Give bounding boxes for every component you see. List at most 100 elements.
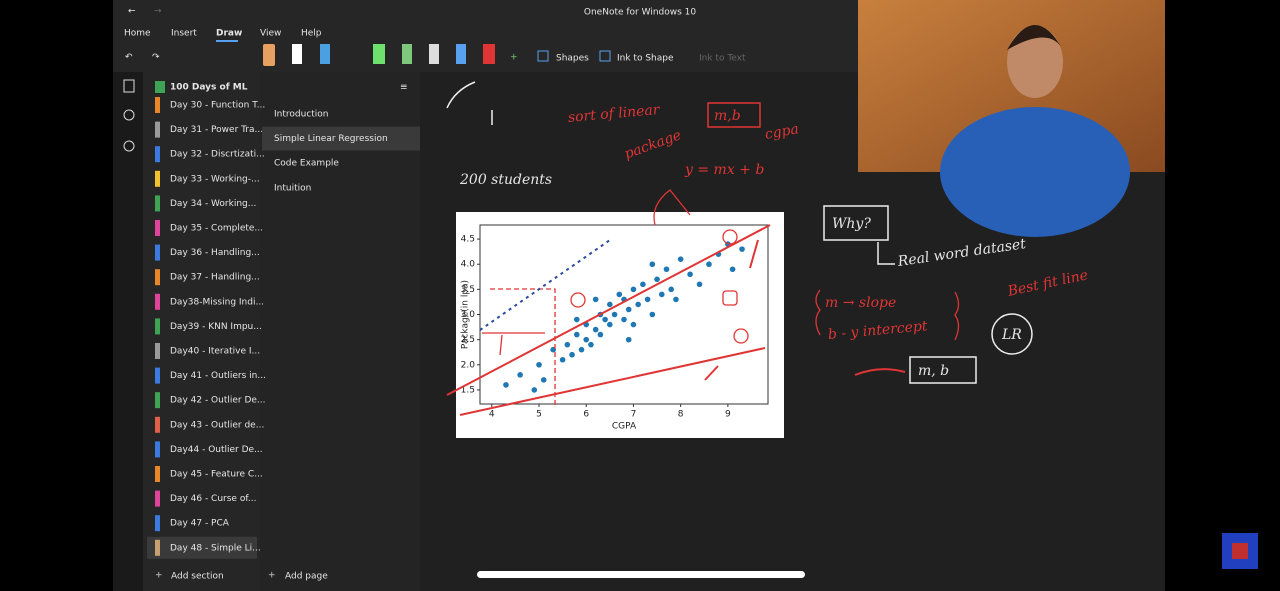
section-item[interactable]: Day 32 - Discrtizati...: [170, 150, 265, 160]
back[interactable]: ←: [128, 7, 136, 17]
pen[interactable]: [320, 44, 330, 64]
ink-dashed: [490, 288, 556, 405]
section-item[interactable]: Day 47 - PCA: [170, 519, 230, 529]
point: [640, 281, 646, 288]
page-pane: [260, 72, 420, 591]
page-item[interactable]: Code Example: [274, 159, 339, 169]
section-color: [155, 220, 160, 236]
section-item[interactable]: Day 45 - Feature C...: [170, 470, 263, 480]
point: [654, 276, 660, 283]
section-item[interactable]: Day 48 - Simple Li...: [170, 543, 261, 553]
section-item[interactable]: Day 43 - Outlier de...: [170, 420, 264, 430]
point: [569, 351, 575, 358]
section-color: [155, 244, 160, 261]
ink-to-shape-button[interactable]: Ink to Shape: [617, 54, 674, 64]
add-page[interactable]: Add page: [285, 572, 328, 582]
ink-circle: [722, 290, 738, 306]
ink-shape-icon: [599, 50, 611, 62]
draw-tools: ↶ ↷ +: [125, 44, 611, 66]
webcam-person: [1007, 26, 1063, 98]
point: [578, 346, 585, 353]
section-color: [155, 539, 160, 556]
point: [739, 246, 745, 252]
pen[interactable]: [373, 44, 385, 64]
ink-brace: [815, 289, 960, 341]
point: [592, 296, 599, 303]
notebook-icon: [155, 81, 165, 93]
ink-line: [459, 347, 766, 416]
menu-item[interactable]: Draw: [216, 29, 242, 39]
point: [611, 311, 618, 318]
section-item[interactable]: Day 35 - Complete...: [170, 224, 263, 234]
x-axis-label: CGPA: [612, 422, 637, 432]
y-tick-label: 3.0: [461, 310, 476, 320]
page-item[interactable]: Simple Linear Regression: [274, 134, 388, 144]
ink-box: [707, 102, 761, 128]
section-item[interactable]: Day 41 - Outliers in...: [170, 371, 266, 381]
notebook-name[interactable]: 100 Days of ML: [170, 83, 248, 93]
menu-item[interactable]: Help: [301, 29, 322, 39]
pen[interactable]: [402, 44, 412, 64]
point: [597, 331, 604, 338]
ink-arrow: [877, 242, 895, 265]
forward[interactable]: →: [154, 7, 162, 17]
shapes-button[interactable]: Shapes: [556, 54, 589, 64]
point: [625, 306, 632, 313]
section-item[interactable]: Day 46 - Curse of...: [170, 494, 256, 504]
section-item[interactable]: Day38-Missing Indi...: [170, 297, 264, 307]
ink-text: LR: [1001, 327, 1022, 343]
add-section[interactable]: Add section: [171, 572, 224, 582]
section-item[interactable]: Day44 - Outlier De...: [170, 445, 263, 455]
search-icon[interactable]: [123, 109, 135, 121]
ink-text: m,b: [714, 108, 741, 124]
ink-arrow: [653, 189, 691, 226]
section-color: [155, 392, 160, 409]
undo[interactable]: ↶: [125, 53, 133, 63]
sort-button[interactable]: ≡: [400, 83, 408, 93]
point: [663, 266, 670, 273]
section-color: [155, 170, 160, 187]
menu-item[interactable]: Home: [124, 29, 151, 39]
section-item[interactable]: Day 33 - Working-...: [170, 174, 260, 184]
section-color: [155, 293, 160, 310]
point: [564, 341, 571, 348]
section-item[interactable]: Day 42 - Outlier De...: [170, 396, 266, 406]
ink-box: [909, 356, 977, 384]
section-item[interactable]: Day39 - KNN Impu...: [170, 322, 262, 332]
ink-circle: [733, 328, 749, 344]
y-axis-label: Package(in lpa): [461, 280, 471, 349]
pen[interactable]: [292, 44, 302, 64]
pen[interactable]: [456, 44, 466, 64]
point: [649, 261, 656, 268]
page-item[interactable]: Introduction: [274, 110, 329, 120]
section-item[interactable]: Day 30 - Function T...: [170, 101, 265, 111]
point: [616, 291, 623, 298]
point: [517, 372, 523, 378]
section-item[interactable]: Day40 - Iterative I...: [170, 347, 260, 357]
point: [621, 316, 627, 323]
menu-item[interactable]: View: [260, 29, 281, 39]
section-pane: [143, 72, 260, 591]
page-item[interactable]: Intuition: [274, 183, 311, 193]
ink-circle: [991, 313, 1033, 355]
recent-icon[interactable]: [123, 140, 135, 152]
redo[interactable]: ↷: [152, 53, 160, 63]
pen[interactable]: [483, 44, 495, 64]
point: [531, 387, 538, 393]
pen[interactable]: [263, 44, 275, 66]
section-color: [155, 466, 160, 482]
ink-text: y = mx + b: [684, 162, 764, 178]
nav-rail: [113, 72, 143, 591]
add-pen[interactable]: +: [510, 53, 518, 63]
x-tick-label: 6: [583, 410, 589, 420]
ink-to-text-button[interactable]: Ink to Text: [699, 54, 746, 64]
y-tick-label: 2.0: [461, 360, 476, 370]
section-item[interactable]: Day 31 - Power Tra...: [170, 125, 263, 135]
pen[interactable]: [429, 44, 439, 64]
x-tick-label: 5: [536, 410, 542, 420]
section-item[interactable]: Day 37 - Handling...: [170, 273, 260, 283]
menu-item[interactable]: Insert: [171, 29, 197, 39]
section-item[interactable]: Day 34 - Working...: [170, 199, 256, 209]
notebooks-icon[interactable]: [123, 79, 135, 93]
section-item[interactable]: Day 36 - Handling...: [170, 248, 260, 258]
